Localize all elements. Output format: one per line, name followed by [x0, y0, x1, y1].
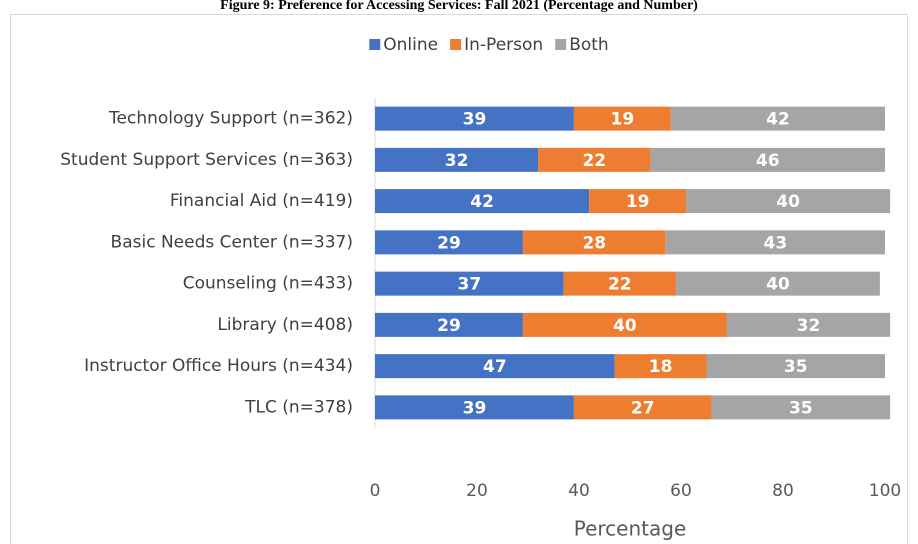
chart-title: Figure 9: Preference for Accessing Servi… — [220, 0, 698, 13]
x-tick-label: 100 — [869, 481, 901, 501]
data-label: 42 — [470, 192, 494, 212]
y-tick-label: Instructor Office Hours (n=434) — [84, 356, 353, 376]
bar-segment — [665, 230, 885, 255]
bar-segment — [375, 395, 574, 420]
legend-label: In-Person — [464, 35, 543, 55]
x-tick-label: 0 — [370, 481, 381, 501]
x-tick-label: 20 — [466, 481, 488, 501]
legend-swatch — [369, 39, 381, 50]
bar-segment — [686, 189, 891, 214]
data-label: 22 — [582, 151, 606, 171]
y-tick-label: Basic Needs Center (n=337) — [111, 232, 353, 252]
bar-segment — [650, 147, 885, 172]
legend-swatch — [555, 39, 567, 50]
bar-segment — [706, 354, 885, 379]
data-label: 39 — [463, 398, 487, 418]
legend-swatch — [450, 39, 462, 50]
y-tick-label: Counseling (n=433) — [183, 274, 353, 294]
data-label: 27 — [631, 398, 655, 418]
y-tick-label: Student Support Services (n=363) — [60, 150, 353, 170]
bar-segment — [589, 189, 687, 214]
data-label: 35 — [784, 357, 808, 377]
chart-frame — [10, 14, 908, 544]
data-label: 19 — [626, 192, 650, 212]
bar-segment — [375, 230, 523, 255]
data-label: 42 — [766, 110, 790, 130]
data-label: 32 — [797, 316, 821, 336]
bar-segment — [726, 312, 891, 337]
data-label: 40 — [776, 192, 800, 212]
bar-segment — [375, 189, 590, 214]
bar-segment — [711, 395, 891, 420]
data-label: 40 — [766, 275, 790, 295]
data-label: 43 — [764, 233, 788, 253]
data-label: 35 — [789, 398, 813, 418]
data-label: 40 — [613, 316, 637, 336]
x-tick-label: 60 — [670, 481, 692, 501]
bar-segment — [614, 354, 707, 379]
bar-segment — [675, 271, 880, 296]
bar-segment — [375, 147, 539, 172]
x-tick-label: 40 — [568, 481, 590, 501]
bar-segment — [375, 106, 574, 131]
y-tick-label: Library (n=408) — [217, 315, 353, 335]
data-label: 22 — [608, 275, 632, 295]
bar-segment — [538, 147, 651, 172]
x-tick-label: 80 — [772, 481, 794, 501]
bar-segment — [375, 271, 564, 296]
bar-segment — [375, 354, 615, 379]
data-label: 29 — [437, 233, 461, 253]
data-label: 39 — [463, 110, 487, 130]
bar-segment — [522, 312, 727, 337]
y-tick-label: TLC (n=378) — [244, 397, 353, 417]
data-label: 19 — [611, 110, 635, 130]
bar-segment — [563, 271, 676, 296]
data-label: 28 — [582, 233, 606, 253]
y-tick-label: Financial Aid (n=419) — [170, 191, 353, 211]
x-axis-label: Percentage — [574, 517, 687, 541]
legend-label: Both — [569, 35, 609, 55]
data-label: 29 — [437, 316, 461, 336]
bar-segment — [573, 395, 712, 420]
data-label: 32 — [445, 151, 469, 171]
legend-label: Online — [383, 35, 438, 55]
bar-segment — [670, 106, 885, 131]
bar-segment — [522, 230, 666, 255]
data-label: 47 — [483, 357, 507, 377]
bar-segment — [573, 106, 671, 131]
data-label: 18 — [649, 357, 673, 377]
data-label: 37 — [458, 275, 482, 295]
y-tick-label: Technology Support (n=362) — [108, 109, 353, 129]
data-label: 46 — [756, 151, 780, 171]
bar-segment — [375, 312, 523, 337]
